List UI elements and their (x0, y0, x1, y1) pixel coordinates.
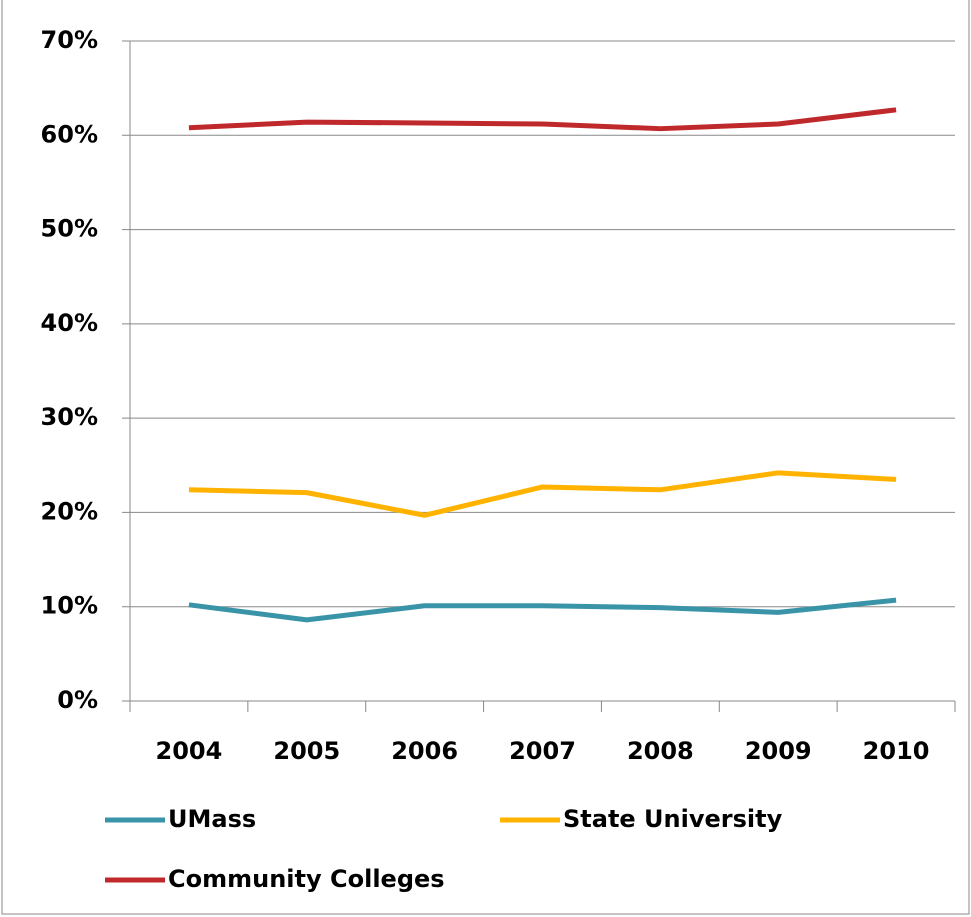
x-tick-label: 2004 (156, 737, 223, 765)
y-tick-label: 50% (41, 215, 98, 243)
y-tick-label: 0% (57, 686, 98, 714)
y-tick-label: 60% (41, 120, 98, 148)
legend-label: Community Colleges (168, 865, 445, 893)
y-tick-label: 30% (41, 403, 98, 431)
legend-label: UMass (168, 805, 256, 833)
x-tick-label: 2009 (745, 737, 812, 765)
x-tick-label: 2010 (863, 737, 930, 765)
x-tick-label: 2007 (509, 737, 576, 765)
series-line (188, 470, 897, 518)
x-tick-label: 2006 (391, 737, 458, 765)
y-tick-label: 40% (41, 309, 98, 337)
y-tick-label: 20% (41, 497, 98, 525)
x-tick-label: 2008 (627, 737, 694, 765)
legend-label: State University (563, 805, 783, 833)
x-tick-label: 2005 (273, 737, 340, 765)
series-line (188, 107, 897, 132)
series-line (188, 597, 897, 623)
y-tick-label: 70% (41, 26, 98, 54)
y-tick-label: 10% (41, 592, 98, 620)
